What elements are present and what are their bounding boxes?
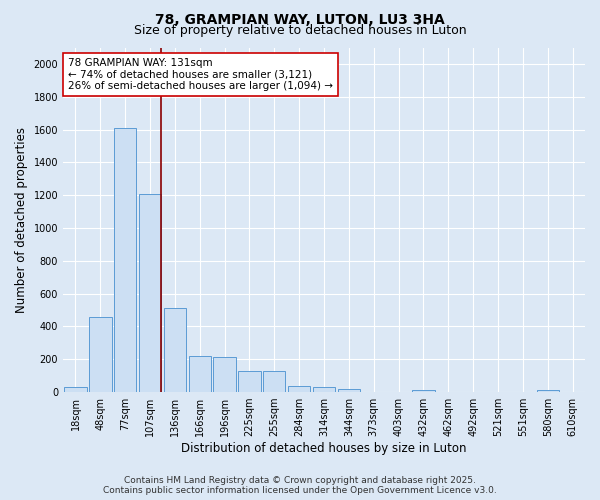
Bar: [188, 356, 211, 392]
Bar: [214, 357, 236, 392]
Bar: [114, 128, 136, 392]
Bar: [89, 316, 112, 392]
Bar: [238, 371, 260, 392]
Bar: [313, 387, 335, 392]
Bar: [139, 194, 161, 392]
Text: Size of property relative to detached houses in Luton: Size of property relative to detached ho…: [134, 24, 466, 37]
Bar: [263, 371, 286, 392]
Bar: [338, 389, 360, 392]
Bar: [412, 390, 434, 392]
Text: 78, GRAMPIAN WAY, LUTON, LU3 3HA: 78, GRAMPIAN WAY, LUTON, LU3 3HA: [155, 12, 445, 26]
X-axis label: Distribution of detached houses by size in Luton: Distribution of detached houses by size …: [181, 442, 467, 455]
Text: 78 GRAMPIAN WAY: 131sqm
← 74% of detached houses are smaller (3,121)
26% of semi: 78 GRAMPIAN WAY: 131sqm ← 74% of detache…: [68, 58, 333, 91]
Bar: [536, 390, 559, 392]
Bar: [64, 387, 86, 392]
Bar: [288, 386, 310, 392]
Text: Contains HM Land Registry data © Crown copyright and database right 2025.
Contai: Contains HM Land Registry data © Crown c…: [103, 476, 497, 495]
Bar: [164, 308, 186, 392]
Y-axis label: Number of detached properties: Number of detached properties: [15, 127, 28, 313]
